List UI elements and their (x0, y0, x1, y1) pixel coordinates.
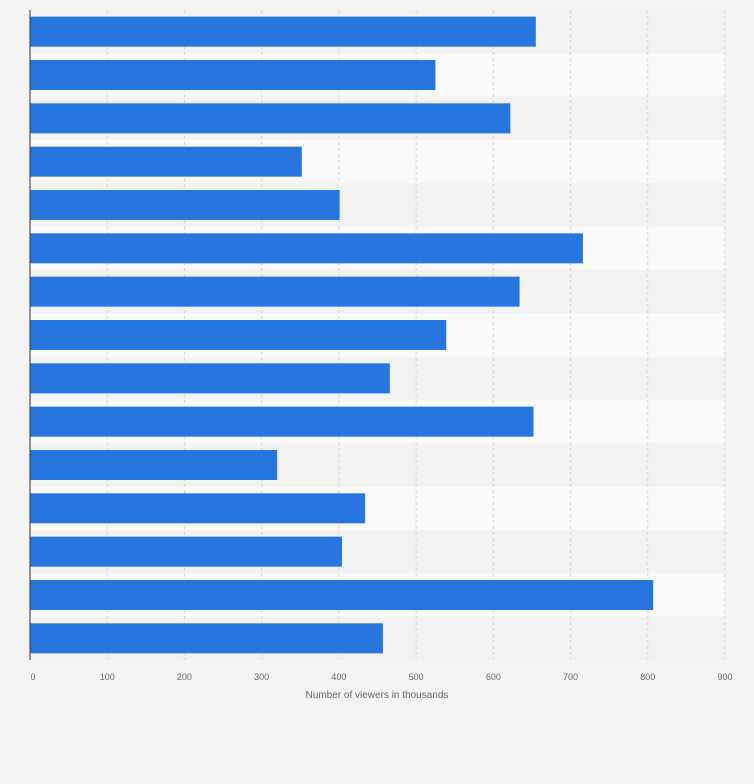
bars (30, 16, 654, 654)
x-tick-label: 400 (331, 672, 346, 682)
x-tick-label: 200 (177, 672, 192, 682)
bar[interactable] (30, 623, 383, 654)
bar[interactable] (30, 493, 366, 524)
x-tick-label: 0 (30, 672, 35, 682)
bar[interactable] (30, 580, 654, 610)
x-tick-label: 500 (409, 672, 424, 682)
x-tick-label: 100 (100, 672, 115, 682)
bar[interactable] (30, 233, 583, 264)
bar[interactable] (30, 276, 520, 307)
bar[interactable] (30, 190, 340, 220)
bar[interactable] (30, 103, 511, 134)
bar[interactable] (30, 320, 447, 350)
bar[interactable] (30, 146, 302, 177)
bar[interactable] (30, 60, 436, 90)
x-tick-label: 700 (563, 672, 578, 682)
bar[interactable] (30, 536, 342, 567)
x-tick-label: 900 (717, 672, 732, 682)
x-tick-label: 800 (640, 672, 655, 682)
bar[interactable] (30, 406, 534, 437)
bar[interactable] (30, 363, 390, 394)
x-tick-label: 600 (486, 672, 501, 682)
x-axis-tick-labels: 0 100 200 300 400 500 600 700 800 900 (30, 672, 732, 682)
x-axis-label: Number of viewers in thousands (306, 690, 449, 701)
bar[interactable] (30, 450, 278, 480)
bar[interactable] (30, 16, 536, 47)
x-tick-label: 300 (254, 672, 269, 682)
